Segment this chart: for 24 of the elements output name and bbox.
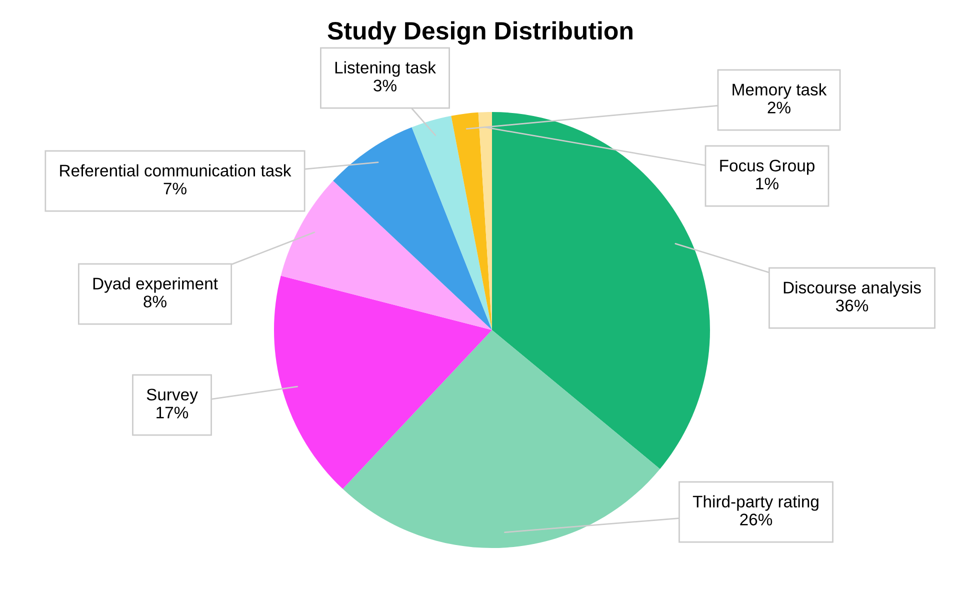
slice-label: Memory task [732, 83, 827, 99]
pie-slice [492, 112, 710, 469]
pie-slice [412, 116, 492, 330]
pie-slice [333, 127, 492, 330]
slice-label: Dyad experiment [93, 277, 218, 293]
pie-slice [280, 180, 492, 330]
data-label: 7% [164, 182, 186, 194]
data-label: 17% [156, 406, 188, 418]
data-label: 1% [756, 178, 778, 190]
pie-slice [451, 112, 492, 330]
pie-slice [342, 330, 660, 548]
data-label: 36% [836, 300, 868, 312]
slice-label: Third-party rating [692, 495, 818, 511]
slice-label: Listening task [335, 61, 436, 77]
data-label: 2% [768, 102, 790, 114]
data-label: 8% [144, 296, 166, 308]
slice-label: Focus Group [720, 160, 814, 175]
slice-label: Discourse analysis [784, 281, 921, 297]
data-label: 26% [740, 514, 772, 526]
data-label: 3% [374, 80, 396, 92]
slice-label: Survey [146, 388, 198, 404]
pie-slice [274, 276, 492, 489]
chart-title: Study Design Distribution [328, 21, 632, 45]
slice-label: Referential communication task [60, 164, 292, 176]
